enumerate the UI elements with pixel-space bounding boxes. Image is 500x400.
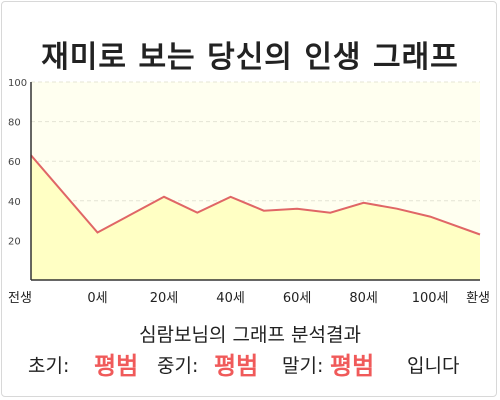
y-tick-label: 80 [8,118,21,129]
x-tick-label: 환생 [466,291,490,306]
x-tick-label: 100세 [412,291,449,306]
mid-value: 평범 [214,352,259,380]
x-tick-label: 60세 [283,291,312,306]
x-tick-label: 전생 [8,291,32,306]
x-tick-label: 40세 [216,291,245,306]
x-tick-label: 80세 [349,291,378,306]
life-line-series [30,154,481,236]
late-value: 평범 [330,352,375,380]
y-tick-label: 40 [8,197,21,208]
life-area-fill [31,155,480,280]
y-tick-label: 100 [8,78,27,89]
suffix-text: 입니다 [407,355,460,377]
analysis-result: 초기: 평범 중기: 평범 말기: 평범 입니다 [0,343,500,383]
late-label: 말기: [282,355,324,377]
page-title: 재미로 보는 당신의 인생 그래프 [41,40,459,75]
x-tick-label: 0세 [87,291,107,306]
early-label: 초기: [28,355,70,377]
analysis-summary: 심람보님의 그래프 분석결과 [139,324,361,346]
x-tick-label: 20세 [150,291,179,306]
y-tick-label: 20 [8,236,21,247]
y-tick-label: 60 [8,157,21,168]
mid-label: 중기: [157,355,199,377]
early-value: 평범 [94,352,139,380]
life-graph-chart: 20 40 60 80 100 전생 0세 20세 40세 60세 80세 100세 환생 [8,78,490,306]
